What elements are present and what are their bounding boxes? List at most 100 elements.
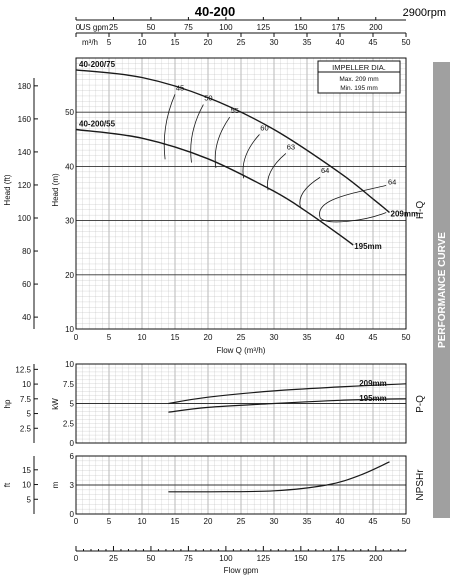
efficiency-contour (299, 176, 321, 208)
y-tick-label-npsh-ft: 10 (22, 481, 31, 490)
efficiency-label: 64 (321, 166, 329, 175)
top-tick-m3h: 15 (171, 38, 180, 47)
gpm-tick-label: 25 (109, 554, 118, 563)
y-tick-label-m: 30 (65, 217, 74, 226)
y-tick-label-ft: 60 (22, 280, 31, 289)
efficiency-contour (267, 153, 287, 191)
y-tick-label-kw: 5 (70, 400, 75, 409)
efficiency-label: 64 (388, 177, 396, 186)
y-axis-label-m: Head (m) (51, 173, 60, 207)
x-tick-label: 35 (303, 333, 312, 342)
npsh-x-tick-label: 20 (204, 517, 213, 526)
y-tick-label-ft: 80 (22, 247, 31, 256)
impeller-box-max: Max. 209 mm (339, 76, 378, 83)
x-tick-label: 20 (204, 333, 213, 342)
x-tick-label: 40 (336, 333, 345, 342)
top-tick-m3h: 50 (402, 38, 411, 47)
top-tick-m3h: 5 (107, 38, 112, 47)
y-tick-label-ft: 160 (18, 115, 32, 124)
y-tick-label-kw: 2.5 (63, 419, 75, 428)
efficiency-label: 45 (176, 83, 184, 92)
pq-series-label: 195mm (359, 394, 387, 403)
y-tick-label-npsh-m: 6 (70, 452, 75, 461)
y-tick-label-hp: 2.5 (20, 424, 32, 433)
top-tick-usgpm: 125 (257, 23, 271, 32)
gpm-axis-label: Flow gpm (224, 566, 259, 575)
impeller-box-title: IMPELLER DIA. (332, 63, 386, 72)
npsh-x-tick-label: 35 (303, 517, 312, 526)
y-tick-label-kw: 10 (65, 360, 74, 369)
plot-frame (75, 455, 407, 515)
y-tick-label-m: 40 (65, 162, 74, 171)
efficiency-contour (163, 94, 176, 160)
plot-frame (75, 57, 407, 330)
top-axis-label-usgpm: US gpm (80, 23, 109, 32)
side-panel-label: PERFORMANCE CURVE (437, 232, 448, 348)
y-tick-label-ft: 120 (18, 181, 32, 190)
efficiency-contour (190, 104, 204, 163)
efficiency-contour (214, 116, 231, 169)
top-tick-usgpm: 75 (184, 23, 193, 32)
top-tick-usgpm: 25 (109, 23, 118, 32)
top-tick-m3h: 45 (369, 38, 378, 47)
gpm-tick-label: 100 (219, 554, 233, 563)
npsh-x-tick-label: 30 (270, 517, 279, 526)
y-axis-label-npsh-m: m (51, 481, 60, 488)
npsh-x-tick-label: 25 (237, 517, 246, 526)
top-tick-usgpm: 50 (146, 23, 155, 32)
npsh-x-tick-label: 10 (138, 517, 147, 526)
x-tick-label: 50 (402, 333, 411, 342)
x-tick-label: 25 (237, 333, 246, 342)
y-tick-label-kw: 0 (70, 439, 75, 448)
x-tick-label: 10 (138, 333, 147, 342)
side-label-pq: P-Q (415, 395, 426, 413)
chart-title: 40-200 (195, 4, 235, 19)
hq-series-label-right: 209mm (391, 209, 419, 218)
y-tick-label-hp: 5 (27, 410, 32, 419)
y-tick-label-hp: 7.5 (20, 395, 32, 404)
hq-series-label-right: 195mm (354, 242, 382, 251)
x-axis-label: Flow Q (m³/h) (217, 346, 266, 355)
y-axis-label-hp: hp (3, 399, 12, 408)
gpm-tick-label: 175 (332, 554, 346, 563)
gpm-tick-label: 125 (257, 554, 271, 563)
pq-curve-195mm (168, 398, 407, 413)
side-panel-svg: PERFORMANCE CURVE (437, 232, 448, 348)
top-tick-m3h: 10 (138, 38, 147, 47)
top-tick-usgpm: 175 (332, 23, 346, 32)
top-tick-usgpm: 200 (369, 23, 383, 32)
efficiency-label: 55 (231, 106, 239, 115)
y-tick-label-m: 10 (65, 325, 74, 334)
top-tick-m3h: 30 (270, 38, 279, 47)
x-tick-label: 0 (74, 333, 79, 342)
top-tick-m3h: 35 (303, 38, 312, 47)
y-axis-label-ft: Head (ft) (3, 174, 12, 205)
y-tick-label-m: 50 (65, 108, 74, 117)
y-tick-label-hp: 12.5 (15, 365, 31, 374)
impeller-box (317, 60, 401, 94)
y-tick-label-ft: 180 (18, 82, 32, 91)
pq-curve-209mm (168, 383, 407, 405)
efficiency-contour-closed (319, 184, 387, 223)
y-tick-label-npsh-ft: 15 (22, 466, 31, 475)
x-tick-label: 15 (171, 333, 180, 342)
y-tick-label-kw: 7.5 (63, 380, 75, 389)
y-tick-label-npsh-m: 0 (70, 510, 75, 519)
y-axis-label-kw: kW (51, 398, 60, 410)
hq-series-label-left: 40-200/55 (79, 120, 116, 129)
x-tick-label: 30 (270, 333, 279, 342)
top-tick-usgpm: 100 (219, 23, 233, 32)
efficiency-label: 60 (260, 123, 268, 132)
top-tick-m3h: 25 (237, 38, 246, 47)
impeller-box-min: Min. 195 mm (340, 85, 378, 92)
npsh-x-tick-label: 50 (402, 517, 411, 526)
speed-label: 2900rpm (403, 7, 446, 19)
gpm-tick-label: 150 (294, 554, 308, 563)
npsh-x-tick-label: 0 (74, 517, 79, 526)
hq-curve-209mm (75, 69, 390, 214)
npsh-x-tick-label: 5 (107, 517, 112, 526)
side-label-hq: H-Q (415, 201, 426, 220)
side-panel: PERFORMANCE CURVE (433, 62, 450, 518)
hq-curve-195mm (75, 128, 354, 246)
